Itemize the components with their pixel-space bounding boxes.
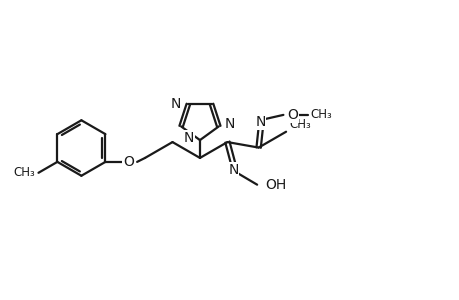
Text: N: N bbox=[228, 163, 238, 177]
Text: N: N bbox=[255, 115, 265, 129]
Text: CH₃: CH₃ bbox=[14, 166, 35, 179]
Text: OH: OH bbox=[264, 178, 285, 192]
Text: O: O bbox=[287, 108, 297, 122]
Text: N: N bbox=[183, 131, 194, 145]
Text: CH₃: CH₃ bbox=[309, 108, 331, 122]
Text: CH₃: CH₃ bbox=[288, 118, 310, 131]
Text: O: O bbox=[123, 155, 134, 169]
Text: N: N bbox=[171, 97, 181, 111]
Text: N: N bbox=[224, 117, 235, 131]
